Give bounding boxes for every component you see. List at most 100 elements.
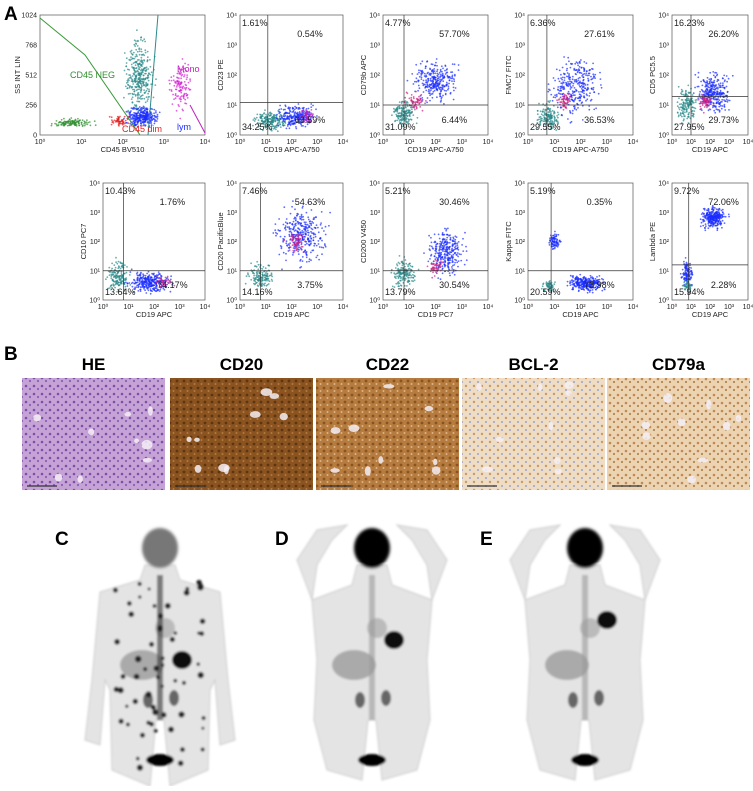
event-dot bbox=[557, 117, 559, 119]
event-dot bbox=[295, 245, 297, 247]
event-dot bbox=[449, 272, 451, 274]
event-dot bbox=[255, 275, 257, 277]
quadrant-percent: 29.73% bbox=[708, 115, 739, 125]
event-dot bbox=[83, 123, 85, 125]
event-dot bbox=[289, 222, 291, 224]
event-dot bbox=[277, 120, 279, 122]
event-dot bbox=[401, 101, 403, 103]
event-dot bbox=[713, 75, 715, 77]
event-dot bbox=[141, 65, 143, 67]
event-dot bbox=[84, 125, 86, 127]
event-dot bbox=[308, 261, 310, 263]
event-dot bbox=[553, 77, 555, 79]
event-dot bbox=[679, 109, 681, 111]
event-dot bbox=[452, 75, 454, 77]
lymph-node bbox=[198, 672, 204, 678]
event-dot bbox=[683, 105, 685, 107]
event-dot bbox=[577, 97, 579, 99]
event-dot bbox=[267, 280, 269, 282]
event-dot bbox=[143, 75, 145, 77]
event-dot bbox=[593, 76, 595, 78]
event-dot bbox=[410, 97, 412, 99]
event-dot bbox=[427, 80, 429, 82]
event-dot bbox=[143, 108, 145, 110]
event-dot bbox=[144, 120, 146, 122]
event-dot bbox=[428, 92, 430, 94]
event-dot bbox=[418, 96, 420, 98]
event-dot bbox=[412, 101, 414, 103]
event-dot bbox=[440, 100, 442, 102]
event-dot bbox=[681, 109, 683, 111]
event-dot bbox=[145, 275, 147, 277]
event-dot bbox=[54, 123, 56, 125]
event-dot bbox=[421, 60, 423, 62]
event-dot bbox=[567, 101, 569, 103]
event-dot bbox=[453, 240, 455, 242]
event-dot bbox=[153, 273, 155, 275]
event-dot bbox=[718, 99, 720, 101]
event-dot bbox=[452, 258, 454, 260]
event-dot bbox=[304, 112, 306, 114]
y-tick-label: 10¹ bbox=[370, 103, 381, 110]
event-dot bbox=[588, 70, 590, 72]
event-dot bbox=[153, 280, 155, 282]
event-dot bbox=[438, 87, 440, 89]
event-dot bbox=[292, 254, 294, 256]
y-tick-label: 10⁴ bbox=[658, 13, 669, 20]
event-dot bbox=[448, 83, 450, 85]
event-dot bbox=[434, 70, 436, 72]
event-dot bbox=[438, 83, 440, 85]
event-dot bbox=[700, 81, 702, 83]
event-dot bbox=[405, 116, 407, 118]
event-dot bbox=[264, 109, 266, 111]
event-dot bbox=[678, 97, 680, 99]
event-dot bbox=[304, 240, 306, 242]
event-dot bbox=[590, 79, 592, 81]
event-dot bbox=[577, 62, 579, 64]
event-dot bbox=[455, 252, 457, 254]
event-dot bbox=[413, 271, 415, 273]
lymph-node bbox=[152, 709, 158, 715]
lymph-node bbox=[168, 727, 174, 733]
event-dot bbox=[452, 245, 454, 247]
event-dot bbox=[290, 238, 292, 240]
event-dot bbox=[395, 283, 397, 285]
event-dot bbox=[563, 95, 565, 97]
event-dot bbox=[593, 87, 595, 89]
event-dot bbox=[280, 126, 282, 128]
y-axis-label: CD10 PC7 bbox=[79, 224, 88, 260]
event-dot bbox=[407, 273, 409, 275]
event-dot bbox=[588, 105, 590, 107]
event-dot bbox=[416, 81, 418, 83]
event-dot bbox=[581, 101, 583, 103]
event-dot bbox=[281, 246, 283, 248]
event-dot bbox=[301, 230, 303, 232]
event-dot bbox=[189, 78, 191, 80]
event-dot bbox=[444, 264, 446, 266]
quadrant-percent: 3.75% bbox=[297, 280, 323, 290]
event-dot bbox=[404, 269, 406, 271]
event-dot bbox=[302, 216, 304, 218]
event-dot bbox=[574, 81, 576, 83]
event-dot bbox=[143, 98, 145, 100]
event-dot bbox=[286, 223, 288, 225]
event-dot bbox=[405, 259, 407, 261]
event-dot bbox=[412, 114, 414, 116]
event-dot bbox=[694, 74, 696, 76]
event-dot bbox=[295, 126, 297, 128]
event-dot bbox=[135, 76, 137, 78]
event-dot bbox=[125, 120, 127, 122]
event-dot bbox=[285, 225, 287, 227]
event-dot bbox=[265, 280, 267, 282]
event-dot bbox=[135, 43, 137, 45]
y-tick-label: 10⁰ bbox=[658, 132, 669, 140]
event-dot bbox=[437, 277, 439, 279]
event-dot bbox=[285, 260, 287, 262]
event-dot bbox=[454, 248, 456, 250]
event-dot bbox=[436, 80, 438, 82]
event-dot bbox=[262, 274, 264, 276]
event-dot bbox=[68, 124, 70, 126]
event-dot bbox=[427, 72, 429, 74]
event-dot bbox=[683, 94, 685, 96]
event-dot bbox=[257, 279, 259, 281]
